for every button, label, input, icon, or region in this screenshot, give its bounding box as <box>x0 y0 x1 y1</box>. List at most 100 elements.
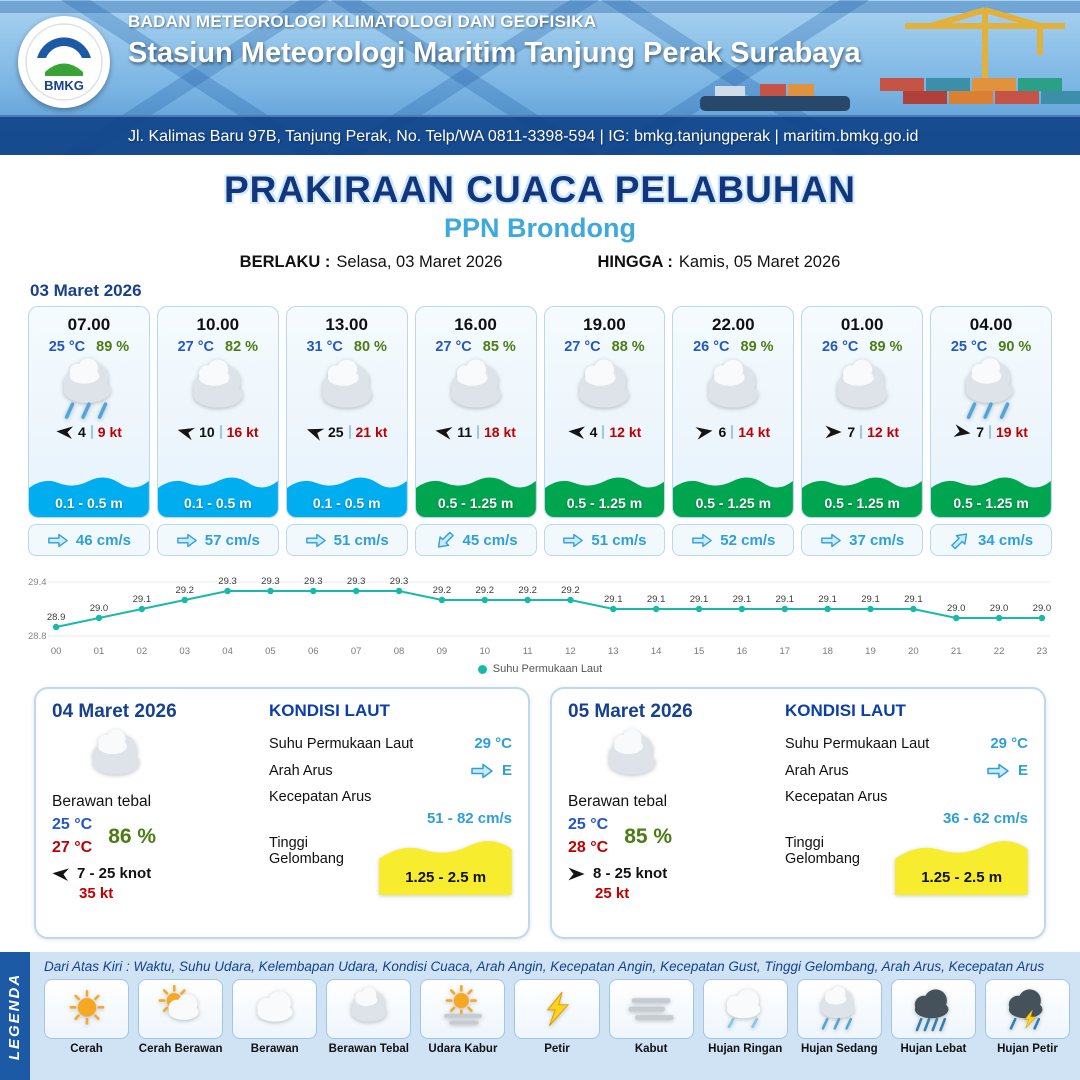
forecast-time: 16.00 <box>454 315 497 334</box>
daily-date: 05 Maret 2026 <box>568 701 693 722</box>
svg-text:29.3: 29.3 <box>347 576 366 587</box>
air-temperature: 25 °C <box>48 339 86 355</box>
wave-height: 0.5 - 1.25 m <box>824 495 900 511</box>
forecast-time: 22.00 <box>712 315 755 334</box>
current-speed: 34 cm/s <box>978 531 1034 549</box>
wind-gust: 18 kt <box>484 424 516 440</box>
divider <box>477 425 479 439</box>
humidity: 89 % <box>869 339 903 355</box>
current-box: 57 cm/s <box>156 524 279 556</box>
divider <box>731 425 734 439</box>
current-direction-icon <box>176 533 198 548</box>
chart-legend: Suhu Permukaan Laut <box>26 663 1054 675</box>
sea-conditions-title: KONDISI LAUT <box>785 701 906 720</box>
air-temperature: 27 °C <box>177 339 214 355</box>
wind-speed: 6 <box>718 424 727 440</box>
title-section: PRAKIRAAN CUACA PELABUHAN PPN Brondong B… <box>0 155 1080 272</box>
sst-line-chart: 29.4 28.828.9 00 29.0 01 29.1 02 29.2 03 29.3 04 29… <box>28 576 1052 657</box>
svg-text:29.3: 29.3 <box>390 576 409 587</box>
wind-speed: 10 <box>199 424 215 440</box>
forecast-time: 07.00 <box>67 315 111 334</box>
label-wave-height: Tinggi Gelombang <box>269 835 344 867</box>
wave-height: 0.1 - 0.5 m <box>312 495 381 511</box>
svg-text:29.0: 29.0 <box>1033 603 1052 614</box>
current-box: 52 cm/s <box>672 524 795 556</box>
svg-text:29.2: 29.2 <box>518 585 537 596</box>
header-address-band <box>0 115 1080 155</box>
svg-text:18: 18 <box>822 646 833 657</box>
weather-icon <box>586 727 678 789</box>
current-box: 37 cm/s <box>801 524 924 556</box>
weather-icon <box>819 357 905 423</box>
svg-text:29.0: 29.0 <box>947 603 966 614</box>
wind-direction-icon <box>434 424 453 441</box>
legend-note: Dari Atas Kiri : Waktu, Suhu Udara, Kele… <box>44 959 1045 974</box>
svg-text:21: 21 <box>951 646 962 657</box>
temperature-block: 25 °C 28 °C 85 % <box>568 816 775 857</box>
weather-icon <box>70 727 162 789</box>
humidity: 89 % <box>740 339 774 355</box>
wind-gust: 12 kt <box>867 424 900 440</box>
hourly-forecast-card: 07.00 25 °C 89 % 4 9 kt 0.1 - 0.5 m <box>28 306 150 556</box>
bmkg-logo: BMKG <box>18 16 110 108</box>
wind-speed: 7 <box>847 424 856 440</box>
air-temperature: 26 °C <box>693 339 730 355</box>
humidity: 80 % <box>353 339 387 355</box>
svg-text:29.1: 29.1 <box>775 594 794 605</box>
org-name: BADAN METEOROLOGI KLIMATOLOGI DAN GEOFIS… <box>128 12 597 31</box>
svg-text:08: 08 <box>394 646 405 657</box>
wind-speed: 11 <box>457 424 472 440</box>
legend-weather-icon <box>514 979 600 1039</box>
legend-weather-icon <box>796 979 882 1039</box>
air-temperature: 25 °C <box>950 339 988 355</box>
wave-height: 1.25 - 2.5 m <box>921 869 1003 886</box>
hourly-date: 03 Maret 2026 <box>30 281 142 300</box>
daily-forecast-card: 04 Maret 2026 Berawan tebal 25 °C 27 °C … <box>34 687 530 939</box>
wind-row: 6 14 kt <box>695 424 770 440</box>
humidity: 85 % <box>482 339 516 355</box>
wind-range: 8 - 25 knot <box>593 865 668 882</box>
wind-direction-icon <box>304 423 325 442</box>
svg-text:05: 05 <box>265 646 276 657</box>
page-title: PRAKIRAAN CUACA PELABUHAN <box>223 169 857 210</box>
current-direction-icon <box>947 527 973 553</box>
station-name: Stasiun Meteorologi Maritim Tanjung Pera… <box>128 37 861 69</box>
legend-vertical-band: LEGENDA <box>0 952 30 1080</box>
current-speed: 51 cm/s <box>333 531 389 549</box>
divider <box>602 425 605 439</box>
daily-forecast-card: 05 Maret 2026 Berawan tebal 25 °C 28 °C … <box>550 687 1046 939</box>
air-temperature: 27 °C <box>435 339 472 355</box>
weather-icon <box>304 357 390 423</box>
svg-text:29.1: 29.1 <box>861 594 880 605</box>
wind-gust: 21 kt <box>355 424 388 440</box>
hourly-card-body: 10.00 27 °C 82 % 10 16 kt 0.1 - 0.5 m <box>156 306 279 518</box>
current-direction-icon <box>691 533 713 548</box>
hourly-card-body: 19.00 27 °C 88 % 4 12 kt 0.5 - 1.25 m <box>543 306 666 518</box>
forecast-time: 13.00 <box>325 315 368 334</box>
wind-direction-icon <box>51 866 70 881</box>
wind-gust: 35 kt <box>79 885 114 902</box>
forecast-time: 04.00 <box>969 315 1013 334</box>
weather-icon <box>433 357 519 423</box>
hourly-card-body: 01.00 26 °C 89 % 7 12 kt 0.5 - 1.25 m <box>801 306 924 518</box>
label-sst: Suhu Permukaan Laut <box>785 735 930 752</box>
current-box: 51 cm/s <box>285 524 408 556</box>
svg-text:14: 14 <box>651 646 662 657</box>
svg-text:29.1: 29.1 <box>733 594 752 605</box>
legend-item: Hujan Petir <box>984 979 1071 1055</box>
forecast-time: 01.00 <box>840 315 884 334</box>
current-direction-icon <box>305 533 327 548</box>
wind-row: 8 - 25 knot <box>568 865 775 882</box>
divider <box>219 425 222 439</box>
wave-height-band: 0.1 - 0.5 m <box>157 471 278 517</box>
legend-weather-icon <box>890 979 976 1039</box>
current-direction-icon <box>47 533 69 548</box>
svg-text:19: 19 <box>865 646 876 657</box>
valid-until-value: Kamis, 05 Maret 2026 <box>678 253 841 271</box>
legend-weather-icon <box>420 979 506 1039</box>
hourly-forecast-card: 01.00 26 °C 89 % 7 12 kt 0.5 - 1.25 m <box>801 306 924 556</box>
forecast-time: 19.00 <box>583 315 626 334</box>
weather-icon <box>690 357 776 423</box>
divider <box>989 425 991 439</box>
wind-direction-icon <box>567 424 585 440</box>
